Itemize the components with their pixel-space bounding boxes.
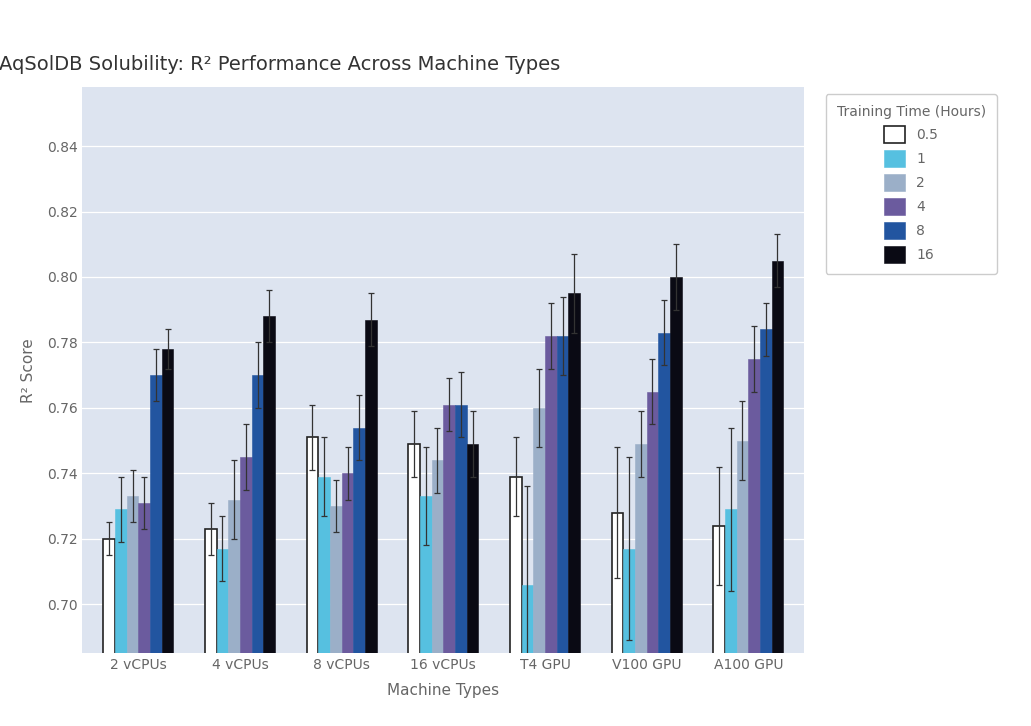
Bar [725, 510, 736, 726]
Bar [533, 408, 545, 726]
Y-axis label: R² Score: R² Score [21, 338, 36, 403]
Bar [263, 317, 275, 726]
Bar [420, 497, 432, 726]
Bar [467, 444, 478, 726]
Bar [240, 457, 252, 726]
Bar [749, 359, 760, 726]
Bar [408, 444, 420, 726]
Bar [443, 404, 455, 726]
Bar [205, 529, 217, 726]
Bar [432, 460, 443, 726]
Bar [365, 319, 376, 726]
X-axis label: Machine Types: Machine Types [388, 683, 499, 698]
Legend: 0.5, 1, 2, 4, 8, 16: 0.5, 1, 2, 4, 8, 16 [826, 94, 997, 274]
Bar [455, 404, 467, 726]
Bar [228, 499, 240, 726]
Bar [115, 510, 127, 726]
Bar [611, 513, 624, 726]
Bar [162, 349, 173, 726]
Bar [103, 539, 115, 726]
Bar [127, 497, 138, 726]
Bar [354, 428, 365, 726]
Text: AqSolDB Solubility: R² Performance Across Machine Types: AqSolDB Solubility: R² Performance Acros… [0, 55, 561, 75]
Bar [760, 330, 771, 726]
Bar [736, 441, 749, 726]
Bar [306, 437, 319, 726]
Bar [670, 277, 681, 726]
Bar [252, 375, 263, 726]
Bar [319, 477, 330, 726]
Bar [659, 333, 670, 726]
Bar [217, 549, 228, 726]
Bar [510, 477, 522, 726]
Bar [624, 549, 635, 726]
Bar [151, 375, 162, 726]
Bar [341, 473, 354, 726]
Bar [568, 293, 580, 726]
Bar [330, 506, 341, 726]
Bar [522, 584, 533, 726]
Bar [545, 336, 557, 726]
Bar [557, 336, 568, 726]
Bar [635, 444, 646, 726]
Bar [771, 261, 784, 726]
Bar [713, 526, 725, 726]
Bar [138, 503, 151, 726]
Bar [646, 391, 659, 726]
